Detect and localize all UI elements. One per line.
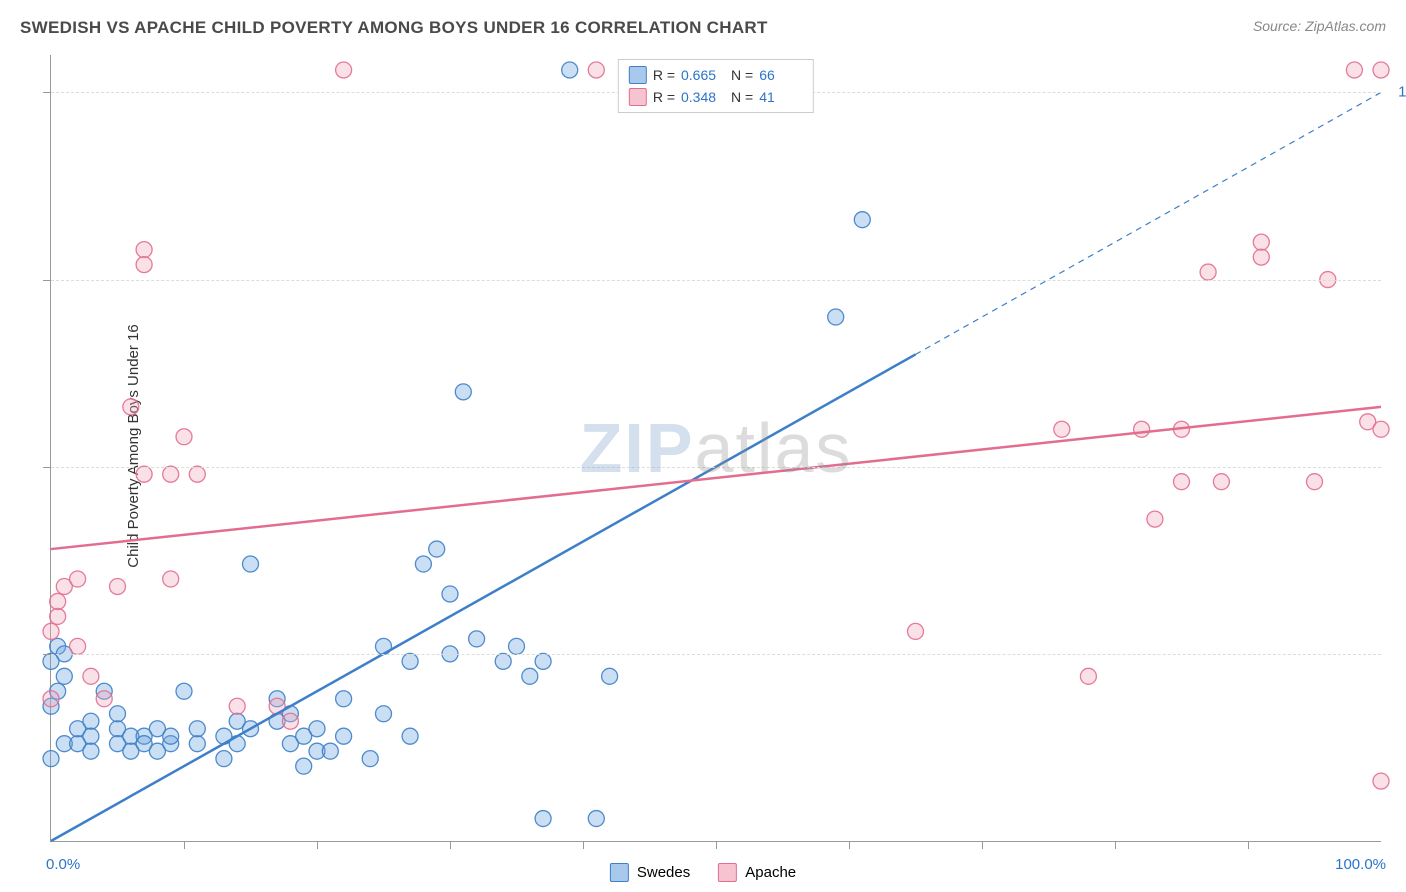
swatch-apache-icon — [629, 88, 647, 106]
series-legend: Swedes Apache — [610, 863, 796, 882]
y-tick-label: 25.0% — [1389, 645, 1406, 662]
n-value-swedes: 66 — [759, 64, 803, 86]
swatch-apache-icon — [718, 863, 737, 882]
legend-label-apache: Apache — [745, 864, 796, 881]
chart-title: SWEDISH VS APACHE CHILD POVERTY AMONG BO… — [20, 18, 768, 37]
n-value-apache: 41 — [759, 86, 803, 108]
scatter-plot — [51, 55, 1381, 841]
legend-label-swedes: Swedes — [637, 864, 690, 881]
swatch-swedes-icon — [629, 66, 647, 84]
x-axis-max-label: 100.0% — [1335, 856, 1386, 873]
legend-row-swedes: R = 0.665 N = 66 — [629, 64, 803, 86]
x-axis-min-label: 0.0% — [46, 856, 80, 873]
y-tick-label: 50.0% — [1389, 458, 1406, 475]
legend-row-apache: R = 0.348 N = 41 — [629, 86, 803, 108]
correlation-legend: R = 0.665 N = 66 R = 0.348 N = 41 — [618, 59, 814, 113]
y-tick-label: 75.0% — [1389, 271, 1406, 288]
legend-item-swedes: Swedes — [610, 863, 690, 882]
y-tick-label: 100.0% — [1389, 84, 1406, 101]
source-label: Source: ZipAtlas.com — [1253, 18, 1386, 34]
r-value-swedes: 0.665 — [681, 64, 725, 86]
swatch-swedes-icon — [610, 863, 629, 882]
r-value-apache: 0.348 — [681, 86, 725, 108]
legend-item-apache: Apache — [718, 863, 796, 882]
chart-area: ZIPatlas R = 0.665 N = 66 R = 0.348 N = … — [50, 55, 1381, 842]
